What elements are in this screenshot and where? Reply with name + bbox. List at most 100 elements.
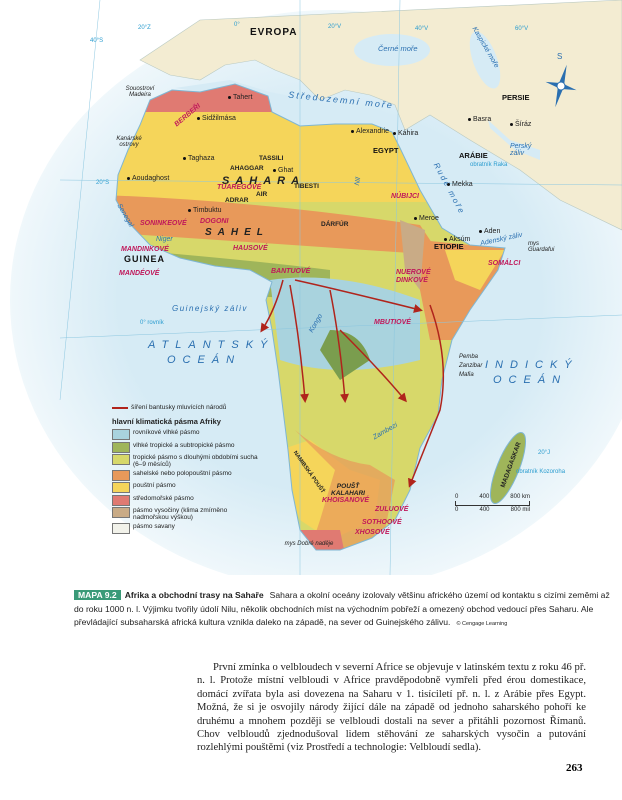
- region-label: AHAGGAR: [230, 165, 264, 172]
- city-label: Mekka: [447, 181, 473, 188]
- grid-label: 20°J: [538, 450, 551, 456]
- ocean-label: ATLANTSKÝ OCEÁN: [148, 339, 275, 367]
- legend-swatch: [112, 441, 130, 453]
- grid-label: obratník Kozoroha: [516, 469, 566, 475]
- grid-label: 20°Z: [138, 25, 151, 31]
- scale-km: 800 km: [510, 494, 530, 500]
- sea-label: Perský záliv: [510, 143, 532, 157]
- bantu-arrow: [260, 279, 284, 333]
- people-label: XHOSOVÉ: [355, 529, 390, 536]
- grid-label: 0°: [234, 22, 240, 28]
- city-label: Aoudaghost: [127, 175, 169, 182]
- legend-item: sahelské nebo polopouštní pásmo: [133, 469, 232, 477]
- sea-label: Černé moře: [378, 44, 418, 53]
- europe-land: [139, 0, 622, 231]
- grid-label: 0° rovník: [140, 320, 164, 326]
- caption-credit: © Cengage Learning: [456, 621, 508, 627]
- people-label: MANDÉOVÉ: [119, 270, 160, 277]
- legend-title: hlavní klimatická pásma Afriky: [112, 417, 221, 426]
- city-label: Aden: [479, 228, 500, 235]
- legend-item: středomořské pásmo: [133, 494, 194, 502]
- scale-bar: 0 400 800 km 0 400 800 mil: [455, 494, 530, 513]
- people-label: MANDINKOVÉ: [121, 246, 169, 253]
- grid-label: 20°S: [96, 180, 110, 186]
- scale-mi: 0: [455, 507, 459, 513]
- city-label: Tahert: [228, 94, 252, 101]
- people-label: DOGONI: [200, 218, 229, 225]
- people-label: BANTUOVÉ: [271, 268, 311, 275]
- region-label: SAHEL: [205, 227, 269, 238]
- people-label: NUEROVÉ DINKOVÉ: [396, 269, 431, 285]
- legend-swatch: [112, 482, 130, 493]
- river-label: Niger: [156, 236, 173, 243]
- map-legend: šíření bantusky mluvících národů hlavní …: [112, 404, 322, 535]
- legend-item: pásmo vysočiny (klima zmírněno nadmořsko…: [133, 507, 228, 521]
- cape-label: mys Dobré naděje: [284, 541, 334, 547]
- city-label: Alexandrie: [351, 128, 389, 135]
- island-label: Pemba: [459, 354, 479, 360]
- continent-label: EVROPA: [250, 27, 298, 38]
- legend-item: pouštní pásmo: [133, 482, 176, 489]
- scale-km: 400: [479, 494, 490, 500]
- grid-label: 20°V: [328, 24, 342, 30]
- people-label: NÚBIJCI: [391, 193, 420, 200]
- people-label: KHOISANOVÉ: [322, 497, 370, 504]
- caption-text: Sahara a okolní oceány izolovaly většinu…: [74, 590, 610, 627]
- compass-north-label: S: [557, 52, 563, 61]
- legend-swatch: [112, 507, 130, 518]
- region-label: ADRAR: [225, 197, 249, 204]
- island-label: Souostroví Madeira: [125, 86, 155, 98]
- grid-label: 60°V: [515, 26, 529, 32]
- scale-mi: 400: [479, 507, 490, 513]
- arrow-icon: [112, 406, 128, 409]
- black-sea: [354, 34, 430, 66]
- persian-gulf: [488, 120, 540, 160]
- people-label: SOTHOOVÉ: [362, 519, 402, 526]
- legend-swatch: [112, 522, 130, 534]
- legend-swatch: [112, 454, 130, 465]
- body-paragraph: První zmínka o velbloudech v severní Afr…: [197, 662, 586, 754]
- legend-swatch: [112, 494, 130, 506]
- river-label: Nil: [353, 176, 363, 187]
- city-label: Ghat: [273, 167, 293, 174]
- city-label: Timbuktu: [188, 207, 222, 214]
- grid-label: 40°V: [415, 26, 429, 32]
- city-label: Aksúm: [444, 236, 470, 243]
- scale-km: 0: [455, 494, 459, 500]
- legend-swatch: [112, 429, 130, 440]
- caspian-sea: [469, 31, 501, 89]
- bantu-migration-arrows: [260, 279, 445, 488]
- legend-swatch: [112, 469, 130, 481]
- island-label: Kanárské ostrovy: [116, 136, 142, 148]
- region-label: SAHARA: [222, 175, 306, 187]
- city-label: Taghaza: [183, 155, 214, 162]
- legend-item: rovníkové vlhké pásmo: [133, 429, 200, 436]
- madagascar-island: [489, 432, 527, 504]
- map-caption: MAPA 9.2 Afrika a obchodní trasy na Sahař…: [74, 589, 619, 632]
- ocean-label: INDICKÝ OCEÁN: [485, 359, 579, 387]
- region-label: AIR: [256, 191, 268, 198]
- region-label: POUŠŤ KALAHARI: [331, 483, 365, 497]
- city-label: Meroe: [414, 215, 439, 222]
- mediterranean: [175, 80, 400, 126]
- grid-label: obratník Raka: [470, 162, 508, 168]
- legend-arrow-label: šíření bantusky mluvících národů: [131, 404, 227, 411]
- region-label: EGYPT: [373, 146, 399, 155]
- people-label: ZULUOVÉ: [375, 506, 409, 513]
- people-label: HAUSOVÉ: [233, 245, 268, 252]
- region-label: PERSIE: [502, 93, 530, 102]
- legend-item: tropické pásmo s dlouhými obdobími sucha…: [133, 454, 258, 468]
- sea-label: Guinejský záliv: [172, 304, 248, 313]
- cape-label: mys Guardafui: [528, 241, 555, 253]
- region-label: DÁRFÚR: [321, 221, 349, 228]
- page-number: 263: [566, 762, 583, 774]
- region-label: TIBESTI: [294, 183, 319, 190]
- grid-label: 40°S: [90, 38, 104, 44]
- city-label: Káhira: [393, 130, 418, 137]
- caption-title: Afrika a obchodní trasy na Sahaře: [124, 590, 264, 600]
- city-label: Sidžilmása: [197, 115, 236, 122]
- compass-rose-icon: [545, 64, 577, 108]
- africa-map: [10, 0, 622, 575]
- legend-item: pásmo savany: [133, 522, 175, 530]
